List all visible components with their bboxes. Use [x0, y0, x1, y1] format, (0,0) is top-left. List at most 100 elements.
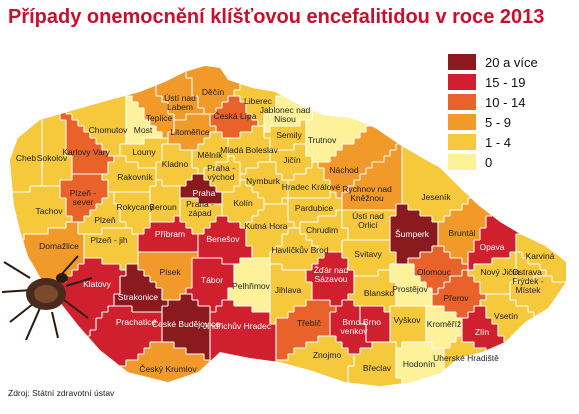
district-area [209, 299, 277, 386]
legend-item: 5 - 9 [447, 112, 538, 132]
district-borders [10, 66, 566, 386]
district-label: Praha [193, 188, 216, 198]
district-label: Olomouc [417, 267, 452, 277]
legend-item: 1 - 4 [447, 132, 538, 152]
district-area [59, 107, 115, 175]
district-label: Praha -východ [207, 163, 235, 182]
district-label: Rychnov nad Kněžnou [342, 184, 392, 203]
district-label: Mladá Boleslav [220, 145, 278, 155]
district-label: Ústí nad Labem [164, 93, 196, 112]
district-label: Hodonín [403, 359, 435, 369]
district-label: Tábor [201, 275, 223, 285]
district-label: Svitavy [354, 249, 382, 259]
legend-swatch [447, 73, 477, 91]
legend: 20 a více 15 - 19 10 - 14 5 - 9 1 - 4 0 [447, 52, 538, 172]
legend-item: 0 [447, 152, 538, 172]
legend-item: 20 a více [447, 52, 538, 72]
district-label: Břeclav [363, 363, 392, 373]
legend-swatch [447, 113, 477, 131]
district-area [10, 66, 43, 199]
district-label: Domažlice [39, 241, 79, 251]
district-label: Nový Jičín [480, 267, 519, 277]
legend-label: 0 [485, 154, 493, 170]
district-label: Šumperk [395, 229, 430, 239]
district-area [275, 299, 337, 361]
district-label: Prachatice [116, 317, 156, 327]
district-label: Náchod [329, 165, 359, 175]
district-label: Kutná Hora [245, 221, 288, 231]
legend-label: 10 - 14 [485, 94, 526, 110]
district-label: Plzeň - jih [90, 235, 128, 245]
legend-swatch [447, 153, 477, 171]
district-area [341, 341, 403, 386]
district-label: Třebíč [297, 318, 322, 328]
district-area [395, 341, 445, 386]
district-label: Vsetín [494, 311, 518, 321]
district-area [137, 215, 199, 253]
district-label: Nymburk [246, 176, 281, 186]
district-label: Chomutov [89, 125, 128, 135]
district-label: Frýdek -Místek [512, 276, 543, 295]
district-label: Kladno [162, 159, 189, 169]
district-label: Mělník [197, 150, 223, 160]
district-label: Chrudim [306, 225, 338, 235]
district-label: Karlovy Vary [62, 147, 110, 157]
district-label: Tachov [36, 206, 64, 216]
district-label: Opava [479, 242, 504, 252]
tick-illustration [1, 255, 93, 341]
district-label: Prostějov [392, 284, 428, 294]
district-label: Brno -venkov [341, 317, 369, 336]
district-label: Semily [276, 130, 302, 140]
district-label: Kolín [233, 198, 253, 208]
district-label: Znojmo [313, 350, 342, 360]
legend-label: 15 - 19 [485, 74, 526, 90]
district-label: Vyškov [393, 315, 421, 325]
legend-item: 10 - 14 [447, 92, 538, 112]
district-label: Pelhřimov [232, 281, 271, 291]
district-label: Blansko [364, 288, 395, 298]
district-area [389, 305, 427, 349]
district-label: České Budějovice [152, 319, 220, 329]
map-title: Případy onemocnění klíšťovou encefalitid… [8, 6, 545, 28]
district-label: Česká Lípa [214, 111, 257, 121]
district-label: Rokycany [116, 202, 154, 212]
legend-swatch [447, 133, 477, 151]
district-label: Klatovy [83, 279, 112, 289]
district-label: Jindřichův Hradec [203, 321, 272, 331]
district-label: Benešov [206, 234, 240, 244]
district-label: Bruntál [449, 228, 476, 238]
district-label: Jihlava [275, 285, 302, 295]
district-label: Most [134, 125, 153, 135]
legend-label: 1 - 4 [485, 134, 512, 150]
legend-swatch [447, 53, 477, 71]
district-label: Žďár nad Sázavou [314, 265, 349, 284]
district-label: Sokolov [37, 153, 68, 163]
district-label: Plzeň [94, 215, 116, 225]
district-label: Brno [363, 317, 381, 327]
district-label: Děčín [202, 87, 224, 97]
district-label: Litoměřice [170, 127, 209, 137]
district-label: Přerov [443, 293, 469, 303]
district-label: Teplice [146, 113, 173, 123]
district-label: Liberec [244, 96, 273, 106]
district-label: Louny [132, 147, 156, 157]
district-label: Ústí nad Orlicí [352, 211, 384, 230]
legend-item: 15 - 19 [447, 72, 538, 92]
district-label: Pardubice [295, 203, 334, 213]
district-area [227, 257, 271, 313]
district-label: Plzeň -sever [70, 188, 97, 207]
legend-label: 5 - 9 [485, 114, 512, 130]
district-label: Ostrava [512, 267, 542, 277]
district-label: Rakovník [117, 172, 153, 182]
district-label: Uherské Hradiště [433, 353, 499, 363]
district-label: Český Krumlov [139, 364, 197, 374]
district-label: Jičín [283, 155, 301, 165]
district-label: Beroun [149, 202, 177, 212]
district-area [269, 263, 313, 325]
source-note: Zdroj: Státní zdravotní ústav [8, 388, 115, 398]
district-label: Praha -západ [186, 199, 214, 218]
district-label: Hradec Králové [282, 182, 341, 192]
district-label: Karviná [526, 251, 555, 261]
legend-label: 20 a více [485, 54, 538, 70]
